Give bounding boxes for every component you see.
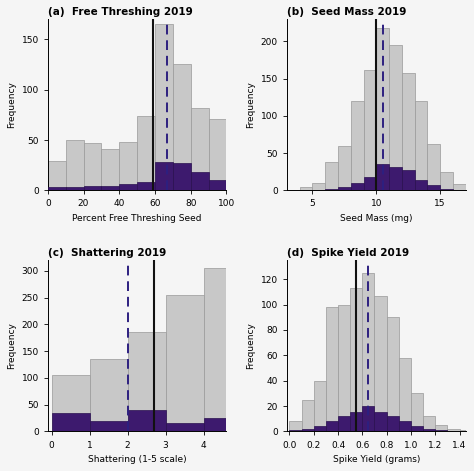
- Bar: [387, 416, 399, 431]
- Bar: [423, 429, 435, 431]
- Bar: [204, 268, 242, 431]
- Bar: [435, 430, 447, 431]
- Bar: [325, 162, 338, 190]
- Bar: [338, 187, 351, 190]
- Bar: [402, 73, 415, 190]
- Y-axis label: Frequency: Frequency: [246, 322, 255, 369]
- Y-axis label: Frequency: Frequency: [7, 81, 16, 128]
- Bar: [52, 413, 90, 431]
- Bar: [362, 273, 374, 431]
- Bar: [119, 142, 137, 190]
- Y-axis label: Frequency: Frequency: [7, 322, 16, 369]
- Bar: [300, 187, 312, 190]
- Bar: [165, 295, 204, 431]
- Bar: [128, 410, 165, 431]
- Bar: [48, 161, 65, 190]
- Bar: [389, 45, 402, 190]
- Bar: [290, 430, 301, 431]
- Bar: [173, 65, 191, 190]
- Text: (a)  Free Threshing 2019: (a) Free Threshing 2019: [48, 7, 192, 17]
- Bar: [440, 189, 453, 190]
- Bar: [351, 183, 364, 190]
- Bar: [301, 429, 314, 431]
- Bar: [415, 101, 428, 190]
- Bar: [350, 288, 362, 431]
- Bar: [387, 317, 399, 431]
- Bar: [351, 101, 364, 190]
- Bar: [376, 28, 389, 190]
- Bar: [362, 406, 374, 431]
- Bar: [290, 422, 301, 431]
- Bar: [314, 426, 326, 431]
- Bar: [350, 413, 362, 431]
- Bar: [90, 359, 128, 431]
- X-axis label: Spike Yield (grams): Spike Yield (grams): [333, 455, 420, 464]
- Bar: [428, 144, 440, 190]
- Bar: [411, 393, 423, 431]
- X-axis label: Shattering (1-5 scale): Shattering (1-5 scale): [88, 455, 186, 464]
- Bar: [209, 119, 227, 190]
- Bar: [364, 177, 376, 190]
- Y-axis label: Frequency: Frequency: [246, 81, 255, 128]
- Bar: [301, 400, 314, 431]
- Bar: [137, 116, 155, 190]
- Bar: [128, 333, 165, 431]
- Bar: [389, 167, 402, 190]
- Bar: [191, 172, 209, 190]
- Bar: [83, 143, 101, 190]
- Bar: [204, 418, 242, 431]
- Bar: [119, 184, 137, 190]
- Bar: [165, 423, 204, 431]
- Bar: [402, 170, 415, 190]
- Bar: [374, 413, 387, 431]
- Bar: [326, 307, 338, 431]
- Bar: [191, 108, 209, 190]
- Bar: [101, 149, 119, 190]
- Bar: [447, 429, 459, 431]
- Bar: [428, 185, 440, 190]
- Text: (d)  Spike Yield 2019: (d) Spike Yield 2019: [287, 248, 409, 258]
- Bar: [312, 183, 325, 190]
- Bar: [435, 425, 447, 431]
- Bar: [83, 187, 101, 190]
- Bar: [209, 180, 227, 190]
- Bar: [326, 422, 338, 431]
- Bar: [399, 358, 411, 431]
- Bar: [415, 180, 428, 190]
- Bar: [155, 162, 173, 190]
- Bar: [137, 182, 155, 190]
- Bar: [399, 422, 411, 431]
- Bar: [459, 430, 472, 431]
- Bar: [65, 187, 83, 190]
- Text: (b)  Seed Mass 2019: (b) Seed Mass 2019: [287, 7, 406, 17]
- Bar: [325, 189, 338, 190]
- Bar: [453, 185, 465, 190]
- X-axis label: Seed Mass (mg): Seed Mass (mg): [340, 214, 412, 223]
- Bar: [411, 426, 423, 431]
- Bar: [423, 416, 435, 431]
- Bar: [52, 375, 90, 431]
- Bar: [314, 381, 326, 431]
- Bar: [65, 140, 83, 190]
- Bar: [376, 164, 389, 190]
- Bar: [338, 305, 350, 431]
- Bar: [90, 421, 128, 431]
- Bar: [338, 146, 351, 190]
- Bar: [155, 24, 173, 190]
- Bar: [48, 187, 65, 190]
- Bar: [101, 187, 119, 190]
- Bar: [374, 296, 387, 431]
- Bar: [338, 416, 350, 431]
- Bar: [440, 172, 453, 190]
- X-axis label: Percent Free Threshing Seed: Percent Free Threshing Seed: [73, 214, 202, 223]
- Text: (c)  Shattering 2019: (c) Shattering 2019: [48, 248, 166, 258]
- Bar: [173, 163, 191, 190]
- Bar: [364, 70, 376, 190]
